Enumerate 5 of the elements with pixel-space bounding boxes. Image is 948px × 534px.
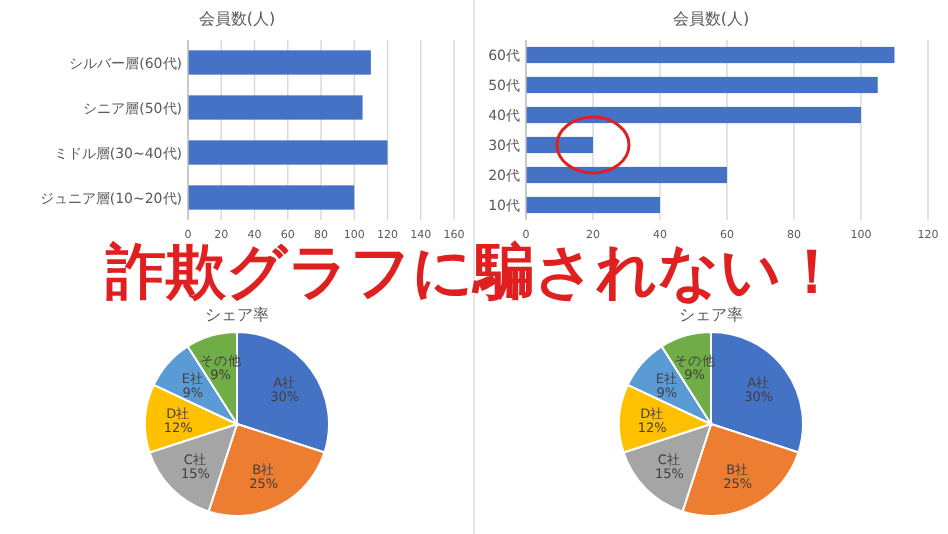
chart-title: 会員数(人): [672, 10, 750, 28]
chart-title: シェア率: [679, 306, 743, 324]
chart-title: 会員数(人): [198, 10, 276, 28]
chart-title: シェア率: [205, 306, 269, 324]
text: 詐欺グラフに騙されない！: [104, 238, 842, 308]
